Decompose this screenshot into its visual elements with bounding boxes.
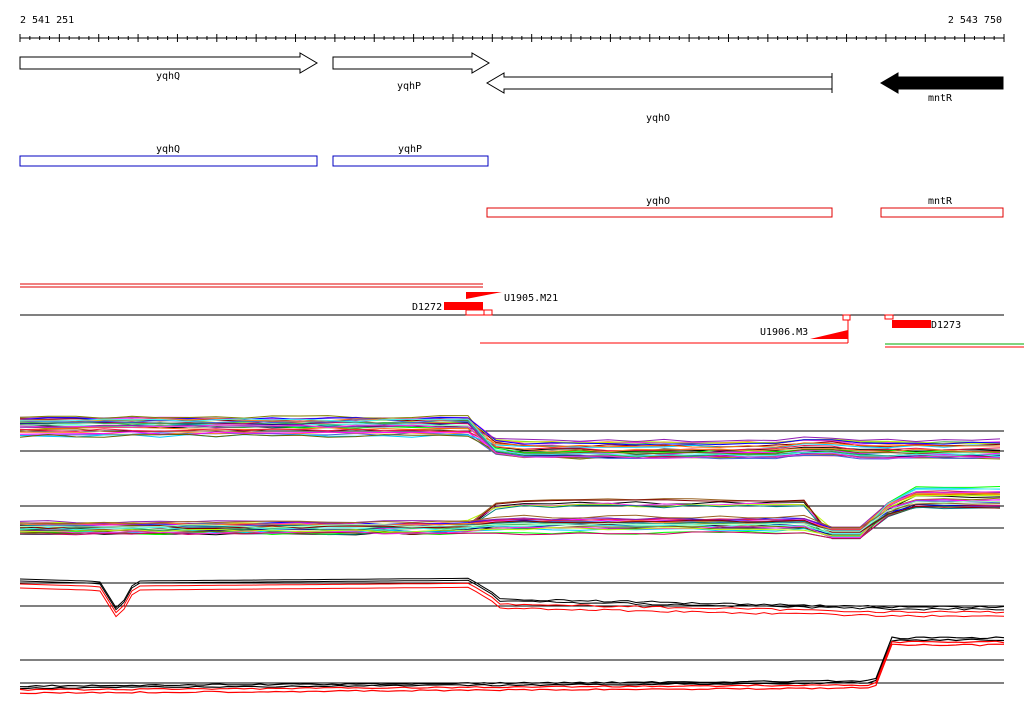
- expression-curve: [19, 418, 1001, 457]
- minus-box-label-yqho: yqhO: [646, 196, 670, 207]
- expression-curve: [19, 643, 1005, 695]
- expression-curve: [19, 420, 1001, 458]
- expression-curve: [19, 424, 1001, 443]
- expression-curve: [19, 491, 1001, 538]
- expression-curve: [19, 417, 1001, 453]
- gene-yqho[interactable]: yqhO: [486, 72, 833, 124]
- expression-curve: [19, 505, 1001, 539]
- expression-panel-1: [19, 415, 1004, 460]
- feature-label-d1273: D1273: [931, 320, 961, 331]
- expression-panel-2: [19, 486, 1004, 540]
- gene-arrow-yqhp[interactable]: [332, 52, 490, 74]
- plus-box-yqhp[interactable]: [332, 155, 489, 167]
- expression-curve: [19, 586, 1005, 618]
- terminator-d1272[interactable]: [444, 302, 483, 310]
- expression-panel-4: [19, 636, 1005, 695]
- promoter-u1905[interactable]: [466, 292, 502, 299]
- feature-small-box-2: [483, 309, 493, 316]
- expression-curve: [19, 638, 1004, 690]
- expression-curve: [19, 428, 1001, 460]
- expression-curve: [19, 636, 1005, 688]
- expression-curve: [19, 416, 1001, 446]
- ruler-ticks: [19, 34, 1005, 42]
- gene-yqhq[interactable]: yqhQ: [19, 52, 318, 82]
- gene-label-yqhp: yqhP: [397, 81, 421, 92]
- expression-curve: [19, 434, 1001, 449]
- minus-box-label-mntr: mntR: [928, 196, 953, 207]
- coordinate-ruler: 2 541 251 2 543 750: [19, 15, 1005, 42]
- ruler-start-label: 2 541 251: [20, 15, 74, 26]
- feature-label-d1272: D1272: [412, 302, 442, 313]
- gene-mntr[interactable]: mntR: [880, 72, 1004, 104]
- expression-curve: [19, 424, 1001, 459]
- feature-small-box-4: [884, 314, 894, 320]
- expression-curve: [19, 494, 1001, 537]
- expression-curve: [19, 640, 1005, 691]
- plus-box-yqhq[interactable]: [19, 155, 318, 167]
- minus-box-mntr[interactable]: [880, 207, 1004, 218]
- expression-curve: [19, 424, 1001, 453]
- gene-label-yqhq: yqhQ: [156, 71, 180, 82]
- expression-curve: [19, 502, 1001, 528]
- minus-box-yqho[interactable]: [486, 207, 833, 218]
- gene-label-yqho: yqhO: [646, 113, 670, 124]
- gene-track: yqhQ yqhP yqhO mntR: [19, 52, 1004, 124]
- plus-strand-track: yqhQ yqhP: [19, 144, 489, 167]
- ruler-end-label: 2 543 750: [948, 15, 1002, 26]
- expression-curve: [19, 582, 1005, 614]
- expression-curve: [19, 500, 1001, 532]
- feature-label-u1905: U1905.M21: [504, 293, 558, 304]
- expression-curve: [19, 426, 1001, 448]
- expression-curve: [19, 579, 1004, 611]
- promoter-u1906[interactable]: [810, 330, 848, 339]
- expression-panel-3: [19, 577, 1005, 618]
- plus-box-label-yqhp: yqhP: [398, 144, 422, 155]
- gene-label-mntr: mntR: [928, 93, 953, 104]
- transcript-feature-track: D1272 U1905.M21 U1906.M3 D1273: [20, 283, 1024, 348]
- expression-curve: [19, 505, 1001, 533]
- plus-box-label-yqhq: yqhQ: [156, 144, 180, 155]
- gene-arrow-yqhq[interactable]: [19, 52, 318, 74]
- gene-arrow-yqho[interactable]: [486, 72, 833, 94]
- feature-small-box-3: [842, 314, 851, 321]
- terminator-d1273[interactable]: [892, 320, 931, 328]
- gene-arrow-mntr[interactable]: [880, 72, 1004, 94]
- expression-curve: [19, 577, 1005, 609]
- feature-small-box-1: [465, 309, 485, 316]
- expression-curve: [19, 488, 1001, 535]
- feature-label-u1906: U1906.M3: [760, 327, 808, 338]
- gene-yqhp[interactable]: yqhP: [332, 52, 490, 92]
- minus-strand-track: yqhO mntR: [486, 196, 1004, 218]
